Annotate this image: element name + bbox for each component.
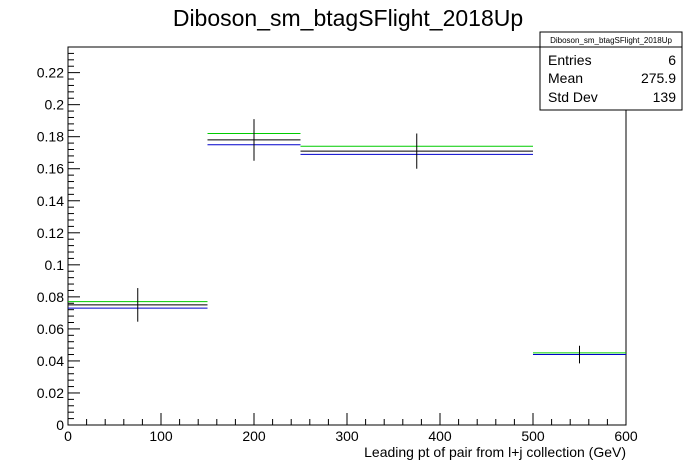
x-tick-label: 400 — [428, 428, 452, 444]
x-tick-label: 100 — [149, 428, 173, 444]
y-tick-label: 0.22 — [37, 65, 64, 81]
y-tick-label: 0 — [56, 417, 64, 433]
x-tick-label: 0 — [64, 428, 72, 444]
y-tick-label: 0.06 — [37, 321, 64, 337]
data-layer — [68, 119, 626, 364]
y-tick-label: 0.02 — [37, 385, 64, 401]
x-tick-label: 200 — [242, 428, 266, 444]
y-tick-label: 0.14 — [37, 193, 64, 209]
stats-entries-label: Entries — [548, 52, 592, 68]
chart-title: Diboson_sm_btagSFlight_2018Up — [173, 5, 523, 31]
y-tick-label: 0.1 — [45, 257, 65, 273]
axes: 0 100 200 300 400 500 600 0 0.02 0.04 0.06 0.08 0.1 0… — [37, 46, 638, 444]
x-tick-label: 500 — [521, 428, 545, 444]
stats-mean-value: 275.9 — [641, 70, 676, 86]
y-tick-label: 0.08 — [37, 289, 64, 305]
stats-box-title: Diboson_sm_btagSFlight_2018Up — [550, 36, 672, 45]
y-tick-label: 0.18 — [37, 129, 64, 145]
y-tick-label: 0.2 — [45, 97, 65, 113]
y-tick-label: 0.16 — [37, 161, 64, 177]
stats-mean-label: Mean — [548, 70, 583, 86]
x-tick-label: 300 — [335, 428, 359, 444]
x-tick-label: 600 — [614, 428, 638, 444]
stats-box: Diboson_sm_btagSFlight_2018Up Entries 6 … — [539, 31, 683, 111]
x-axis-title: Leading pt of pair from l+j collection (… — [364, 444, 626, 460]
stats-stddev-label: Std Dev — [548, 89, 598, 105]
y-tick-label: 0.12 — [37, 225, 64, 241]
stats-stddev-value: 139 — [653, 89, 677, 105]
stats-entries-value: 6 — [668, 52, 676, 68]
stats-box-frame — [539, 31, 683, 111]
y-tick-label: 0.04 — [37, 353, 64, 369]
